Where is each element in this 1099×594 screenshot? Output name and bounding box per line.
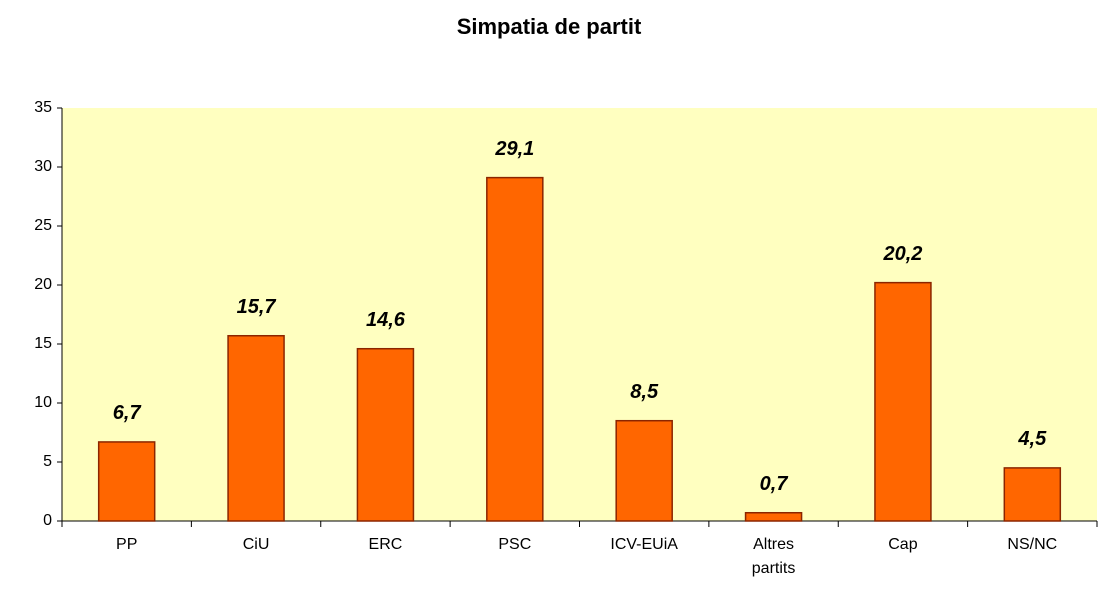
value-label: 29,1 — [494, 138, 534, 160]
bar — [486, 176, 544, 522]
x-tick-label: PP — [116, 536, 138, 553]
y-tick-label: 5 — [43, 453, 52, 470]
value-label: 14,6 — [366, 309, 406, 331]
x-tick-label: Cap — [888, 536, 918, 553]
y-tick-label: 0 — [43, 512, 52, 529]
y-tick-label: 15 — [34, 335, 52, 352]
x-tick-label: CiU — [242, 536, 270, 553]
x-tick-label: Altres partits — [751, 536, 796, 577]
bar — [227, 334, 285, 522]
value-label: 8,5 — [630, 381, 659, 403]
value-label: 20,2 — [882, 243, 922, 265]
value-label: 6,7 — [113, 402, 142, 424]
bar — [615, 419, 673, 522]
bar — [744, 511, 803, 522]
y-tick-label: 10 — [34, 394, 52, 411]
chart-title: Simpatia de partit — [457, 14, 642, 39]
x-tick-label: ERC — [368, 536, 403, 553]
value-label: 0,7 — [760, 473, 789, 495]
plot-area — [62, 108, 1097, 521]
y-tick-label: 20 — [34, 276, 52, 293]
bar — [97, 441, 156, 522]
x-tick-label: NS/NC — [1007, 536, 1058, 553]
bar — [1003, 467, 1062, 522]
y-tick-label: 30 — [34, 158, 52, 175]
y-tick-label: 25 — [34, 217, 52, 234]
value-label: 15,7 — [237, 296, 277, 318]
bar — [874, 281, 932, 522]
x-tick-label: PSC — [498, 536, 532, 553]
x-tick-label: ICV-EUiA — [610, 536, 678, 553]
y-tick-label: 35 — [34, 99, 52, 116]
bar — [356, 347, 415, 522]
value-label: 4,5 — [1017, 428, 1047, 450]
